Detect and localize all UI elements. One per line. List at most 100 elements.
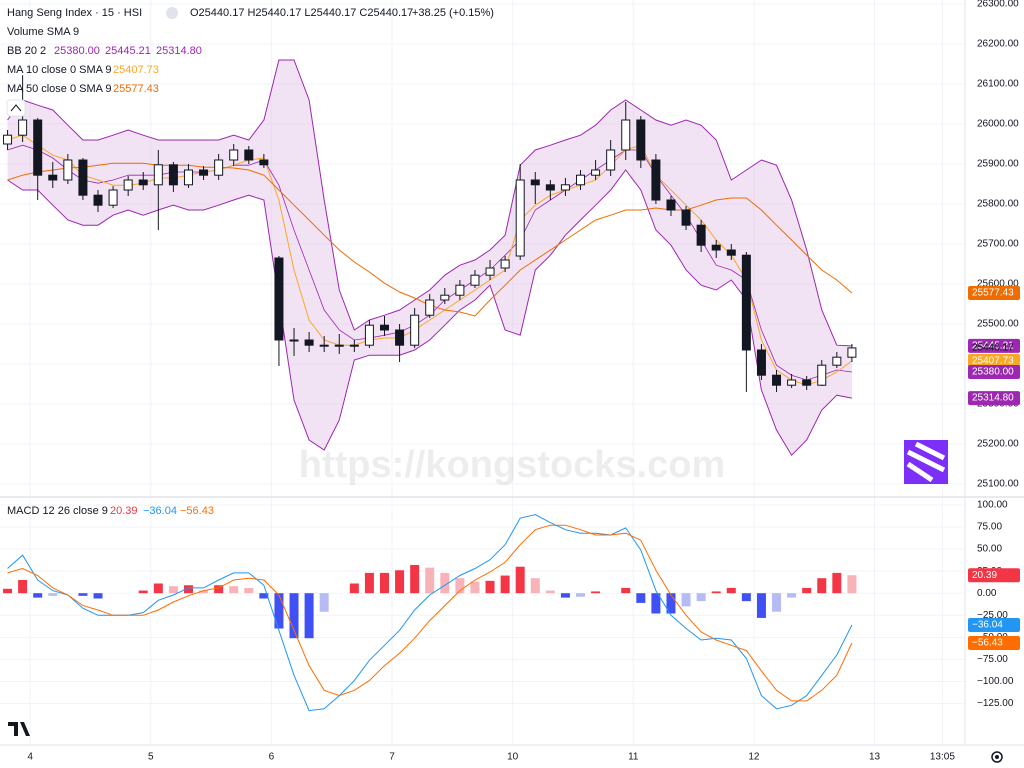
moving-average	[7, 134, 853, 386]
y-tick-label: 25800.00	[977, 199, 1019, 210]
histogram-bar	[395, 570, 405, 594]
candle-body	[63, 159, 73, 181]
histogram-bar	[93, 593, 103, 599]
histogram-bar	[560, 593, 570, 598]
macd-legend: MACD 12 26 close 9	[7, 505, 108, 517]
histogram-bar	[636, 593, 646, 603]
histogram-bar	[364, 572, 374, 594]
candle-body	[470, 274, 480, 286]
histogram-bar	[741, 593, 751, 602]
histogram-bar	[183, 585, 193, 594]
candle-body	[274, 257, 284, 341]
histogram-bar	[500, 575, 510, 594]
change-value: +38.25 (+0.15%)	[412, 7, 494, 19]
candle-body	[183, 169, 193, 186]
bb-upper-badge: 25445.21	[972, 341, 1014, 352]
y-tick-label: 26000.00	[977, 119, 1019, 130]
x-tick-label: 6	[269, 752, 275, 763]
bb-lower-badge-bg	[968, 391, 1020, 406]
candle-body	[123, 179, 133, 191]
candle-body	[636, 119, 646, 161]
candle-body	[3, 134, 13, 145]
histogram-bar	[199, 590, 209, 594]
histogram-bar	[379, 572, 389, 594]
candle-body	[651, 159, 661, 201]
histogram-bar	[621, 587, 631, 594]
hist-badge-bg	[968, 568, 1020, 583]
histogram-bar	[244, 587, 254, 594]
y-tick-label: −25.00	[977, 610, 1008, 621]
candle-body	[832, 356, 842, 366]
candle-body	[802, 379, 812, 386]
histogram-bar	[214, 585, 224, 594]
histogram-bar	[168, 586, 178, 594]
candle-body	[319, 344, 329, 347]
bb-lower-badge: 25314.80	[972, 393, 1014, 404]
settings-gear[interactable]	[991, 751, 1003, 763]
y-tick-label: 25500.00	[977, 319, 1019, 330]
collapse-arrow	[10, 104, 22, 112]
histogram-bar	[229, 586, 239, 594]
ma50-badge-bg	[968, 286, 1020, 301]
collapse-box[interactable]	[6, 99, 26, 117]
candle-body	[425, 299, 435, 316]
candle-body	[395, 329, 405, 346]
y-tick-label: 25700.00	[977, 239, 1019, 250]
candle-body	[787, 379, 797, 386]
candle-body	[530, 179, 540, 186]
candle-body	[199, 169, 209, 176]
histogram-bar	[259, 593, 269, 599]
collapse-button[interactable]	[6, 99, 26, 117]
candle-body	[847, 347, 857, 358]
candle-body	[244, 149, 254, 161]
x-tick-label: 13	[869, 752, 881, 763]
macd-badge-bg	[968, 618, 1020, 633]
candle-body	[364, 324, 374, 346]
ma10-legend: MA 10 close 0 SMA 9	[7, 64, 112, 76]
histogram-bar	[33, 593, 43, 598]
candle-body	[711, 244, 721, 251]
tv-logo[interactable]	[8, 722, 30, 736]
macd-badge: −36.04	[972, 620, 1003, 631]
macd-line	[7, 514, 853, 712]
x-tick-label: 10	[507, 752, 519, 763]
ma50-legend: MA 50 close 0 SMA 9	[7, 83, 112, 95]
y-tick-label: 25200.00	[977, 439, 1019, 450]
candle-body	[214, 159, 224, 176]
histogram-bar	[591, 591, 601, 594]
candle-body	[500, 259, 510, 269]
histogram-bar	[289, 593, 299, 639]
histogram-bar	[681, 593, 691, 607]
histogram-bar	[711, 591, 721, 594]
histogram-bar	[576, 593, 586, 597]
x-tick-label: 7	[389, 752, 395, 763]
histogram-bar	[756, 593, 766, 618]
candle-body	[48, 174, 58, 181]
histogram-bar	[18, 579, 28, 594]
visibility-toggle[interactable]	[166, 7, 178, 19]
bb-legend: BB 20 2	[7, 45, 46, 57]
gear-ring	[991, 751, 1003, 763]
y-tick-label: 25900.00	[977, 159, 1019, 170]
y-tick-label: 50.00	[977, 544, 1002, 555]
tv-logo-mark	[8, 722, 30, 736]
y-tick-label: 26200.00	[977, 39, 1019, 50]
candle-body	[560, 184, 570, 191]
candle-body	[772, 374, 782, 386]
candle-body	[259, 159, 269, 166]
hist-badge: 20.39	[972, 570, 997, 581]
bb-basis-value: 25380.00	[54, 45, 100, 57]
histogram-bar	[274, 593, 284, 629]
y-tick-label: −125.00	[977, 698, 1014, 709]
x-tick-label: 5	[148, 752, 154, 763]
signal-badge: −56.43	[972, 638, 1003, 649]
histogram-bar	[48, 593, 58, 596]
y-tick-label: 75.00	[977, 522, 1002, 533]
y-tick-label: −75.00	[977, 654, 1008, 665]
histogram-bar	[319, 593, 329, 612]
ma10-badge: 25407.73	[972, 356, 1014, 367]
macd-hist-value: 20.39	[110, 505, 138, 517]
candle-body	[108, 189, 118, 206]
